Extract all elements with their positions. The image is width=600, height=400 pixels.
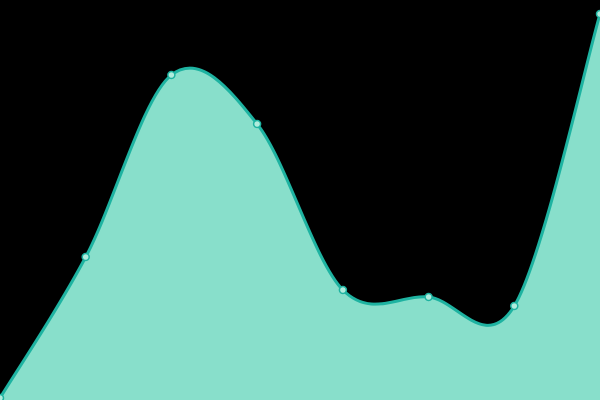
data-point-marker[interactable]	[510, 301, 519, 311]
data-point-marker[interactable]	[252, 119, 262, 129]
trend-line	[0, 12, 600, 400]
area-fill	[0, 14, 600, 400]
data-point-marker[interactable]	[424, 292, 433, 302]
data-point-marker[interactable]	[0, 393, 5, 400]
data-point-markers	[0, 9, 600, 400]
data-point-marker[interactable]	[167, 70, 176, 80]
data-point-marker[interactable]	[81, 252, 90, 262]
data-point-marker[interactable]	[595, 9, 600, 19]
data-point-marker[interactable]	[338, 285, 348, 295]
